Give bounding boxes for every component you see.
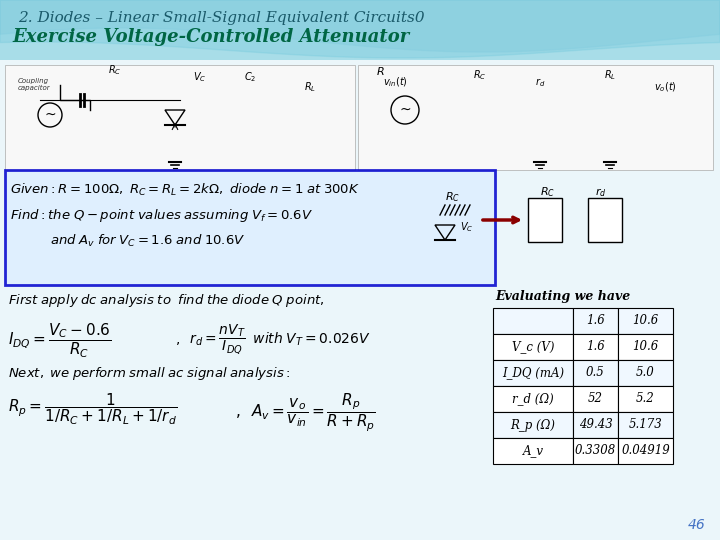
Text: 5.2: 5.2: [636, 393, 655, 406]
FancyBboxPatch shape: [528, 198, 562, 242]
Text: 2. Diodes – Linear Small-Signal Equivalent Circuits0: 2. Diodes – Linear Small-Signal Equivale…: [18, 11, 425, 25]
FancyBboxPatch shape: [0, 60, 720, 540]
Text: 0.04919: 0.04919: [621, 444, 670, 457]
Text: 0.5: 0.5: [586, 367, 605, 380]
Text: $R_C$: $R_C$: [445, 190, 460, 204]
FancyBboxPatch shape: [588, 198, 622, 242]
Text: $R_C$: $R_C$: [108, 63, 122, 77]
Text: R_p (Ω): R_p (Ω): [510, 418, 556, 431]
Bar: [493, 360, 573, 386]
Bar: [618, 386, 673, 412]
Text: $r_d$: $r_d$: [535, 76, 545, 89]
Text: $C_2$: $C_2$: [244, 70, 256, 84]
Text: 10.6: 10.6: [632, 341, 659, 354]
Text: ~: ~: [44, 108, 56, 122]
Bar: [493, 412, 573, 438]
Text: $R_L$: $R_L$: [604, 68, 616, 82]
Text: 52: 52: [588, 393, 603, 406]
Text: Coupling
capacitor: Coupling capacitor: [18, 78, 50, 91]
Text: Exercise Voltage-Controlled Attenuator: Exercise Voltage-Controlled Attenuator: [12, 28, 409, 46]
Bar: [618, 412, 673, 438]
Text: 1.6: 1.6: [586, 341, 605, 354]
Text: $R_L$: $R_L$: [304, 80, 316, 94]
Text: 1.6: 1.6: [586, 314, 605, 327]
Text: 5.0: 5.0: [636, 367, 655, 380]
Text: 0.3308: 0.3308: [575, 444, 616, 457]
Text: $I_{DQ} = \dfrac{V_C - 0.6}{R_C}$: $I_{DQ} = \dfrac{V_C - 0.6}{R_C}$: [8, 322, 112, 360]
Text: $R_C$: $R_C$: [473, 68, 487, 82]
Bar: [493, 334, 573, 360]
Text: $v_{in}(t)$: $v_{in}(t)$: [382, 75, 408, 89]
FancyBboxPatch shape: [358, 65, 713, 170]
Bar: [493, 438, 573, 464]
Text: $First\; apply\; dc\; analysis\; to\;\; find\; the\; diode\; Q\; point,$: $First\; apply\; dc\; analysis\; to\;\; …: [8, 292, 325, 309]
Text: r_d (Ω): r_d (Ω): [512, 393, 554, 406]
FancyBboxPatch shape: [0, 60, 720, 540]
Text: Evaluating we have: Evaluating we have: [495, 290, 630, 303]
FancyBboxPatch shape: [5, 170, 495, 285]
Bar: [573, 308, 618, 334]
Text: $Given: R = 100\Omega,\; R_C = R_L = 2k\Omega,\; diode\; n = 1\; at\; 300K$: $Given: R = 100\Omega,\; R_C = R_L = 2k\…: [10, 182, 360, 198]
Bar: [573, 360, 618, 386]
Text: 49.43: 49.43: [579, 418, 613, 431]
Text: $R$: $R$: [376, 65, 384, 77]
Bar: [573, 438, 618, 464]
Text: $,\;\; r_d = \dfrac{nV_T}{I_{DQ}}\;\; with\; V_T = 0.026V$: $,\;\; r_d = \dfrac{nV_T}{I_{DQ}}\;\; wi…: [175, 322, 371, 356]
Text: $r_d$: $r_d$: [595, 186, 606, 199]
Bar: [493, 386, 573, 412]
Text: A_v: A_v: [523, 444, 544, 457]
Text: I_DQ (mA): I_DQ (mA): [502, 367, 564, 380]
Text: $R_C$: $R_C$: [540, 185, 555, 199]
Bar: [573, 412, 618, 438]
Text: 5.173: 5.173: [629, 418, 662, 431]
FancyBboxPatch shape: [5, 65, 355, 170]
Bar: [618, 308, 673, 334]
Text: $Find: the\; Q - point\; values\; assuming\; V_f = 0.6V$: $Find: the\; Q - point\; values\; assumi…: [10, 207, 313, 224]
Bar: [493, 308, 573, 334]
Text: $V_C$: $V_C$: [460, 220, 473, 234]
Text: $V_C$: $V_C$: [194, 70, 207, 84]
Bar: [618, 334, 673, 360]
Text: $Next,\; we\; perform\; small\; ac\; signal\; analysis:$: $Next,\; we\; perform\; small\; ac\; sig…: [8, 365, 291, 382]
Text: 46: 46: [688, 518, 705, 532]
Text: V_c (V): V_c (V): [512, 341, 554, 354]
Text: ~: ~: [399, 103, 411, 117]
Text: $R_p = \dfrac{1}{1/R_C + 1/R_L + 1/r_d}$: $R_p = \dfrac{1}{1/R_C + 1/R_L + 1/r_d}$: [8, 392, 178, 428]
Bar: [618, 360, 673, 386]
FancyBboxPatch shape: [0, 0, 720, 60]
Text: 10.6: 10.6: [632, 314, 659, 327]
Bar: [573, 386, 618, 412]
Text: $,\;\; A_v = \dfrac{v_o}{v_{in}} = \dfrac{R_p}{R + R_p}$: $,\;\; A_v = \dfrac{v_o}{v_{in}} = \dfra…: [235, 392, 376, 434]
Bar: [618, 438, 673, 464]
Text: $v_o(t)$: $v_o(t)$: [654, 80, 676, 94]
Bar: [573, 334, 618, 360]
Text: $and\; A_v \; for\; V_C = 1.6\; and\; 10.6V$: $and\; A_v \; for\; V_C = 1.6\; and\; 10…: [50, 233, 246, 249]
